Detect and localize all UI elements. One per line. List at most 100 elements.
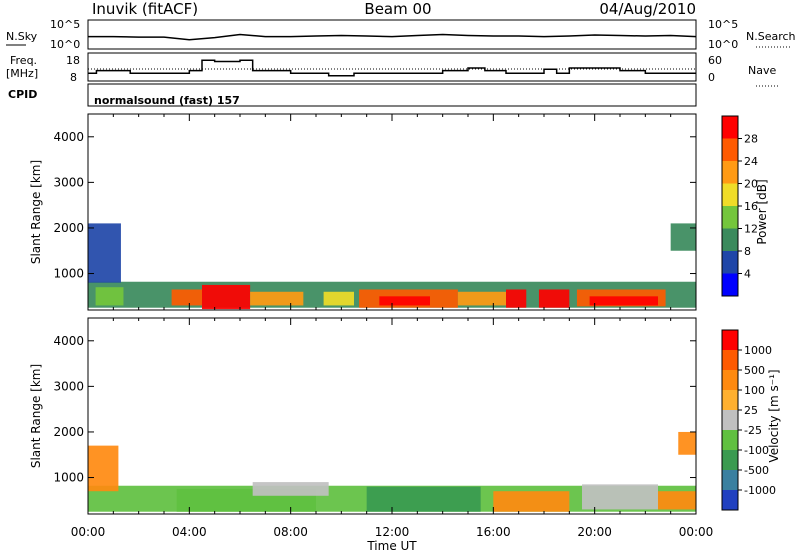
colorbar-tick-label: 28: [744, 133, 758, 146]
colorbar-tick-label: -25: [744, 424, 762, 437]
colorbar-segment: [722, 116, 738, 139]
noise-series-line: [88, 33, 697, 41]
colorbar-tick-label: 12: [744, 223, 758, 236]
y-tick-label: 1000: [53, 471, 84, 485]
power-scatter-band: [250, 291, 304, 306]
cpid-panel-frame: [87, 83, 697, 107]
freq-unit-label: [MHz]: [6, 67, 38, 80]
colorbar-tick-label: -1000: [744, 484, 776, 497]
power-panel: 1000 2000 3000 4000 Slant Range [km]: [29, 113, 697, 311]
nave-tick-top: 60: [708, 54, 722, 67]
power-colorbar: 28 24 20 16 12 8 4: [721, 115, 758, 297]
velocity-scatter-band: [678, 431, 696, 455]
colorbar-segment: [722, 390, 738, 410]
power-scatter-band: [202, 284, 251, 310]
colorbar-tick-label: -500: [744, 464, 769, 477]
colorbar-segment: [722, 251, 738, 274]
velocity-scatter-band: [493, 491, 570, 512]
colorbar-tick-label: 500: [744, 364, 765, 377]
power-scatter-band: [538, 289, 570, 308]
velocity-scatter-band: [88, 445, 119, 492]
y-tick-label: 2000: [53, 221, 84, 235]
colorbar-segment: [722, 410, 738, 430]
x-tick-label: 04:00: [172, 525, 207, 539]
noise-tick-left-bottom: 10^0: [50, 38, 80, 51]
colorbar-tick-label: 4: [744, 268, 751, 281]
colorbar-tick-label: 16: [744, 200, 758, 213]
y-tick-label: 4000: [53, 334, 84, 348]
x-tick-label: 20:00: [577, 525, 612, 539]
power-scatter-band: [457, 291, 506, 306]
velocity-colorbar: 1000 500 100 25 -25 -100 -500 -1000: [721, 329, 776, 511]
velocity-scatter-band: [366, 486, 481, 512]
freq-tick-top: 18: [66, 54, 80, 67]
colorbar-segment: [722, 350, 738, 370]
x-tick-label: 00:00: [679, 525, 714, 539]
y-tick-label: 2000: [53, 425, 84, 439]
colorbar-tick-label: 20: [744, 178, 758, 191]
y-tick-label: 3000: [53, 175, 84, 189]
cpid-label: CPID: [8, 88, 37, 101]
velocity-scatter-band: [658, 491, 696, 510]
y-tick-label: 4000: [53, 130, 84, 144]
velocity-ylabel: Slant Range [km]: [29, 364, 43, 468]
power-scatter-band: [323, 291, 354, 306]
colorbar-frame: [721, 329, 739, 511]
colorbar-segment: [722, 330, 738, 350]
freq-label: Freq.: [10, 54, 37, 67]
power-panel-frame: [87, 113, 697, 311]
cpid-panel: CPID normalsound (fast) 157: [8, 83, 697, 107]
x-tick-label: 00:00: [71, 525, 106, 539]
colorbar-segment: [722, 183, 738, 206]
noise-tick-left-top: 10^5: [50, 18, 80, 31]
nave-tick-bottom: 0: [708, 71, 715, 84]
velocity-scatter-band: [252, 482, 329, 496]
power-colorbar-label: Power [dB]: [755, 179, 769, 244]
colorbar-segment: [722, 138, 738, 161]
frequency-series-line: [88, 59, 696, 77]
beam-title: Beam 00: [364, 0, 431, 18]
x-tick-label: 08:00: [273, 525, 308, 539]
nsearch-label: N.Search: [746, 30, 796, 43]
power-ylabel: Slant Range [km]: [29, 160, 43, 264]
power-scatter-band: [379, 296, 430, 306]
colorbar-segment: [722, 370, 738, 390]
y-tick-label: 3000: [53, 379, 84, 393]
nave-label: Nave: [748, 64, 776, 77]
y-tick-label: 1000: [53, 267, 84, 281]
date-title: 04/Aug/2010: [599, 0, 696, 18]
colorbar-segment: [722, 450, 738, 470]
colorbar-segment: [722, 470, 738, 490]
colorbar-tick-label: 1000: [744, 344, 772, 357]
noise-tick-right-top: 10^5: [708, 18, 738, 31]
noise-tick-right-bottom: 10^0: [708, 38, 738, 51]
noise-panel: N.Sky 10^5 10^0 10^5 10^0 N.Search: [6, 18, 796, 51]
power-scatter-band: [589, 296, 658, 306]
colorbar-segment: [722, 430, 738, 450]
colorbar-tick-label: 25: [744, 404, 758, 417]
colorbar-segment: [722, 273, 738, 296]
colorbar-segment: [722, 206, 738, 229]
colorbar-segment: [722, 490, 738, 510]
velocity-panel: 1000 2000 3000 4000 Slant Range [km]: [29, 317, 697, 515]
nsky-label: N.Sky: [6, 30, 38, 43]
frequency-panel: Freq. [MHz] 18 8 60 0 Nave: [6, 52, 780, 87]
x-axis-title: Time UT: [366, 539, 417, 553]
x-tick-label: 12:00: [375, 525, 410, 539]
velocity-colorbar-label: Velocity [m s⁻¹]: [767, 369, 781, 462]
colorbar-segment: [722, 228, 738, 251]
velocity-scatter-band: [582, 484, 658, 510]
colorbar-tick-label: 24: [744, 155, 758, 168]
mode-label: normalsound (fast) 157: [94, 94, 240, 107]
power-scatter-band: [95, 287, 124, 306]
colorbar-tick-label: -100: [744, 444, 769, 457]
freq-tick-bottom: 8: [70, 71, 77, 84]
station-title: Inuvik (fitACF): [92, 0, 198, 18]
power-scatter-band: [88, 223, 121, 283]
power-scatter-band: [506, 289, 527, 308]
frequency-panel-frame: [87, 52, 697, 82]
colorbar-segment: [722, 161, 738, 184]
colorbar-tick-label: 8: [744, 245, 751, 258]
power-scatter-band: [171, 289, 202, 306]
